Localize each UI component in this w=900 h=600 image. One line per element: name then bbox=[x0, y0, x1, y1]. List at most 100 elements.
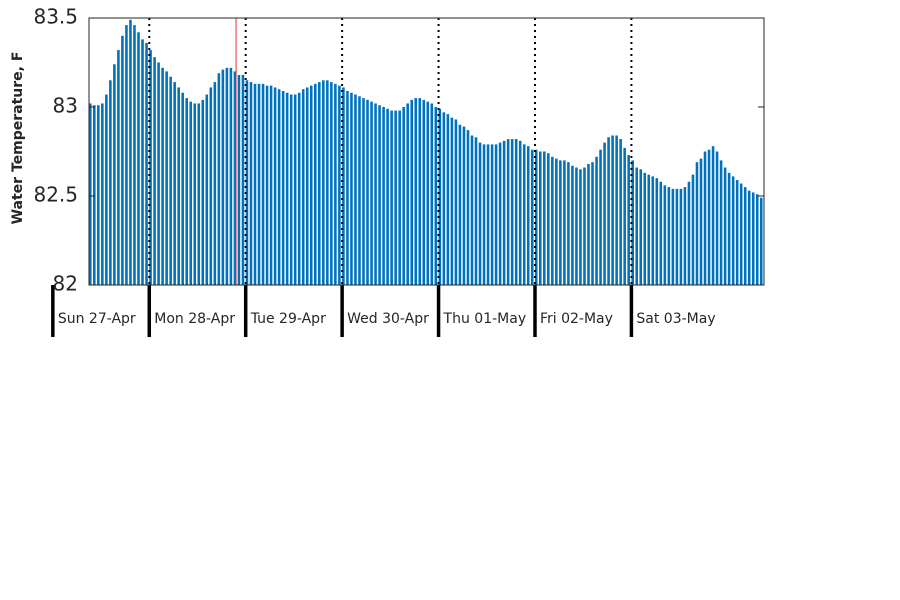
bar bbox=[141, 39, 144, 285]
bar bbox=[125, 25, 128, 286]
bar bbox=[723, 167, 727, 285]
bar bbox=[281, 90, 285, 285]
bar bbox=[366, 99, 369, 285]
bar bbox=[318, 82, 321, 285]
bar bbox=[330, 82, 333, 285]
bar bbox=[113, 64, 116, 285]
bar bbox=[486, 144, 490, 285]
bar bbox=[587, 163, 590, 285]
bar bbox=[583, 167, 586, 285]
bar bbox=[755, 194, 759, 285]
bar bbox=[691, 174, 695, 285]
bar bbox=[338, 85, 341, 285]
bar bbox=[354, 94, 357, 285]
bar bbox=[422, 99, 426, 285]
y-tick-label: 82.5 bbox=[33, 183, 78, 207]
bar bbox=[406, 103, 409, 285]
bar bbox=[619, 139, 622, 285]
bar bbox=[181, 92, 184, 285]
bar bbox=[229, 67, 233, 285]
bar bbox=[402, 107, 405, 285]
bar bbox=[631, 160, 634, 285]
bar bbox=[217, 73, 221, 286]
bar bbox=[293, 94, 297, 285]
bar bbox=[305, 87, 309, 285]
bar bbox=[241, 74, 245, 286]
bar bbox=[117, 50, 120, 285]
bar bbox=[510, 139, 514, 285]
bar bbox=[326, 80, 329, 285]
bar bbox=[655, 178, 659, 285]
bar bbox=[482, 144, 486, 285]
bar bbox=[575, 167, 578, 285]
bar bbox=[374, 103, 377, 285]
bar bbox=[759, 197, 763, 285]
bar bbox=[434, 107, 438, 285]
bar bbox=[261, 83, 265, 285]
bar bbox=[683, 187, 687, 285]
bar bbox=[233, 71, 237, 286]
bar bbox=[269, 85, 273, 285]
bar bbox=[543, 151, 546, 285]
bar bbox=[414, 98, 418, 285]
bar bbox=[727, 172, 731, 285]
bar bbox=[591, 162, 594, 285]
bar bbox=[522, 144, 526, 285]
bar bbox=[599, 149, 602, 285]
bar bbox=[149, 50, 152, 285]
bar bbox=[474, 137, 478, 285]
bar bbox=[687, 181, 691, 285]
bar bbox=[719, 160, 723, 285]
bar bbox=[478, 142, 482, 285]
bar bbox=[607, 137, 610, 285]
bar bbox=[707, 149, 711, 285]
x-tick-label: Fri 02-May bbox=[540, 311, 613, 327]
bar bbox=[89, 103, 92, 285]
bar bbox=[350, 92, 353, 285]
bar bbox=[643, 172, 647, 285]
bar bbox=[201, 99, 205, 285]
x-tick-label: Tue 29-Apr bbox=[250, 311, 326, 327]
bar bbox=[659, 181, 663, 285]
bar bbox=[438, 108, 442, 285]
x-tick-label: Mon 28-Apr bbox=[154, 311, 235, 327]
bar bbox=[133, 25, 136, 286]
bar bbox=[97, 105, 100, 285]
bar bbox=[506, 139, 510, 285]
bar bbox=[109, 80, 112, 285]
bar bbox=[450, 117, 454, 286]
bar bbox=[559, 160, 562, 285]
bar bbox=[410, 99, 413, 285]
bar bbox=[322, 80, 325, 285]
bar bbox=[249, 82, 253, 285]
bar bbox=[747, 190, 751, 285]
bar bbox=[301, 89, 305, 285]
bar bbox=[671, 188, 675, 285]
bar bbox=[93, 105, 96, 285]
bar bbox=[667, 187, 671, 285]
bar bbox=[121, 35, 124, 285]
bar bbox=[213, 82, 217, 285]
y-tick-label: 82 bbox=[53, 272, 78, 296]
bar bbox=[539, 151, 542, 285]
bar bbox=[185, 98, 188, 285]
bar bbox=[197, 103, 201, 285]
bar bbox=[418, 98, 422, 285]
bar bbox=[611, 135, 614, 285]
bar bbox=[362, 98, 365, 285]
bar bbox=[579, 169, 582, 285]
bar bbox=[265, 85, 269, 285]
x-tick-label: Wed 30-Apr bbox=[347, 311, 429, 327]
bar bbox=[530, 149, 534, 285]
y-tick-label: 83 bbox=[53, 94, 78, 118]
bar bbox=[551, 156, 554, 285]
bar bbox=[635, 167, 638, 285]
bar bbox=[189, 101, 193, 285]
bar bbox=[494, 144, 498, 285]
bar bbox=[743, 187, 747, 285]
bar bbox=[378, 105, 381, 285]
bar bbox=[157, 62, 160, 285]
bar bbox=[735, 179, 739, 285]
bar bbox=[571, 165, 574, 285]
